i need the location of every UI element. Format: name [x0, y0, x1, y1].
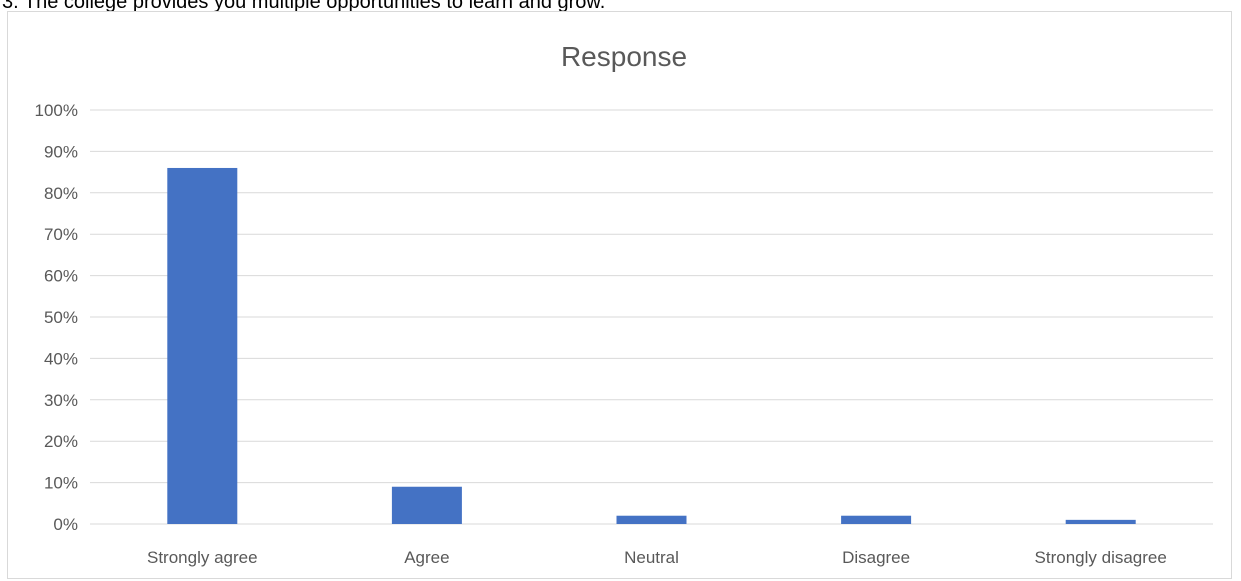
x-tick-label: Disagree: [842, 548, 910, 567]
x-tick-label: Strongly agree: [147, 548, 258, 567]
y-tick-label: 80%: [44, 184, 78, 203]
x-axis-ticks: Strongly agree Agree Neutral Disagree Strong…: [147, 548, 1167, 567]
bar-disagree: [841, 515, 912, 524]
bar-strongly-agree: [167, 167, 238, 524]
y-tick-label: 100%: [35, 101, 78, 120]
bar-strongly-disagree: [1065, 519, 1136, 524]
y-axis-ticks: 0% 10% 20% 30% 40% 50% 60% 70% 80% 90% 100%: [35, 101, 78, 534]
y-tick-label: 10%: [44, 474, 78, 493]
y-tick-label: 70%: [44, 225, 78, 244]
question-caption: 3. The college provides you multiple opp…: [2, 0, 606, 13]
bar-neutral: [616, 515, 687, 524]
y-tick-label: 90%: [44, 142, 78, 161]
chart-title: Response: [561, 41, 687, 72]
x-tick-label: Strongly disagree: [1035, 548, 1167, 567]
y-tick-label: 60%: [44, 267, 78, 286]
y-tick-label: 30%: [44, 391, 78, 410]
y-tick-label: 40%: [44, 349, 78, 368]
y-tick-label: 20%: [44, 432, 78, 451]
y-tick-label: 0%: [53, 515, 78, 534]
x-tick-label: Agree: [404, 548, 449, 567]
x-tick-label: Neutral: [624, 548, 679, 567]
bars: [167, 167, 1136, 524]
gridlines: [90, 109, 1213, 525]
bar-agree: [391, 486, 462, 524]
y-tick-label: 50%: [44, 308, 78, 327]
